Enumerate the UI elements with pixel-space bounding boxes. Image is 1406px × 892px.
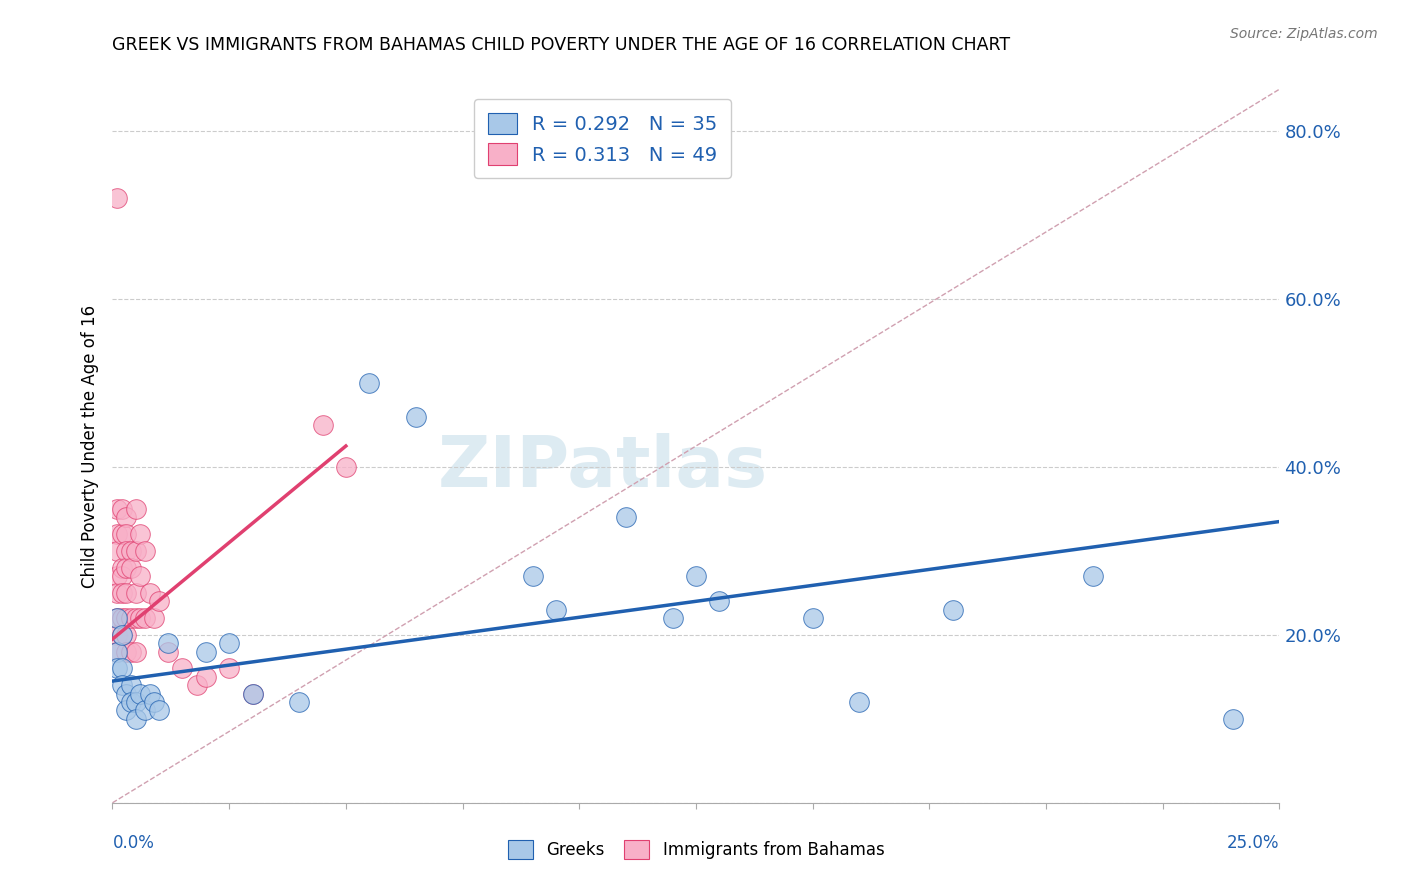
Point <box>848 695 870 709</box>
Point <box>105 611 128 625</box>
Point <box>134 703 156 717</box>
Point <box>148 594 170 608</box>
Point <box>120 645 142 659</box>
Point <box>186 678 208 692</box>
Point <box>115 645 138 659</box>
Point <box>120 560 142 574</box>
Point <box>115 611 138 625</box>
Point <box>120 544 142 558</box>
Point <box>1222 712 1244 726</box>
Point <box>111 661 134 675</box>
Point <box>115 586 138 600</box>
Point <box>157 645 180 659</box>
Point <box>111 586 134 600</box>
Point <box>111 611 134 625</box>
Point <box>218 661 240 675</box>
Point <box>105 586 128 600</box>
Point <box>120 695 142 709</box>
Point <box>111 569 134 583</box>
Text: 25.0%: 25.0% <box>1227 834 1279 852</box>
Point <box>129 687 152 701</box>
Point <box>125 611 148 625</box>
Point <box>105 611 128 625</box>
Text: 0.0%: 0.0% <box>112 834 155 852</box>
Point <box>288 695 311 709</box>
Point <box>125 502 148 516</box>
Point <box>105 645 128 659</box>
Point <box>125 695 148 709</box>
Point <box>157 636 180 650</box>
Point <box>801 611 824 625</box>
Point <box>125 645 148 659</box>
Point <box>709 594 731 608</box>
Point <box>522 569 544 583</box>
Point <box>242 687 264 701</box>
Point <box>115 510 138 524</box>
Point <box>105 191 128 205</box>
Point <box>125 586 148 600</box>
Point <box>105 645 128 659</box>
Point <box>111 628 134 642</box>
Point <box>120 678 142 692</box>
Point <box>143 611 166 625</box>
Point <box>115 628 138 642</box>
Point <box>194 645 217 659</box>
Point <box>115 687 138 701</box>
Point <box>105 661 128 675</box>
Point <box>1081 569 1104 583</box>
Point <box>139 586 162 600</box>
Point <box>105 527 128 541</box>
Point <box>125 712 148 726</box>
Point <box>242 687 264 701</box>
Point <box>125 544 148 558</box>
Point <box>172 661 194 675</box>
Point <box>120 611 142 625</box>
Point <box>105 544 128 558</box>
Point <box>139 687 162 701</box>
Point <box>614 510 637 524</box>
Point <box>134 544 156 558</box>
Y-axis label: Child Poverty Under the Age of 16: Child Poverty Under the Age of 16 <box>82 304 100 588</box>
Point <box>115 703 138 717</box>
Point <box>311 417 333 432</box>
Text: Source: ZipAtlas.com: Source: ZipAtlas.com <box>1230 27 1378 41</box>
Point <box>111 628 134 642</box>
Point <box>194 670 217 684</box>
Point <box>129 527 152 541</box>
Point <box>111 502 134 516</box>
Text: ZIPatlas: ZIPatlas <box>437 433 768 502</box>
Point <box>111 678 134 692</box>
Point <box>105 628 128 642</box>
Point <box>148 703 170 717</box>
Point <box>115 544 138 558</box>
Point <box>115 527 138 541</box>
Point <box>129 611 152 625</box>
Point <box>218 636 240 650</box>
Legend: Greeks, Immigrants from Bahamas: Greeks, Immigrants from Bahamas <box>501 834 891 866</box>
Point <box>685 569 707 583</box>
Point <box>111 527 134 541</box>
Point <box>111 560 134 574</box>
Point <box>359 376 381 390</box>
Point <box>105 569 128 583</box>
Text: GREEK VS IMMIGRANTS FROM BAHAMAS CHILD POVERTY UNDER THE AGE OF 16 CORRELATION C: GREEK VS IMMIGRANTS FROM BAHAMAS CHILD P… <box>112 36 1011 54</box>
Point <box>661 611 683 625</box>
Point <box>405 409 427 424</box>
Point <box>143 695 166 709</box>
Point <box>115 560 138 574</box>
Point <box>942 603 965 617</box>
Point <box>105 502 128 516</box>
Point <box>544 603 567 617</box>
Point <box>134 611 156 625</box>
Point <box>129 569 152 583</box>
Point <box>335 460 357 475</box>
